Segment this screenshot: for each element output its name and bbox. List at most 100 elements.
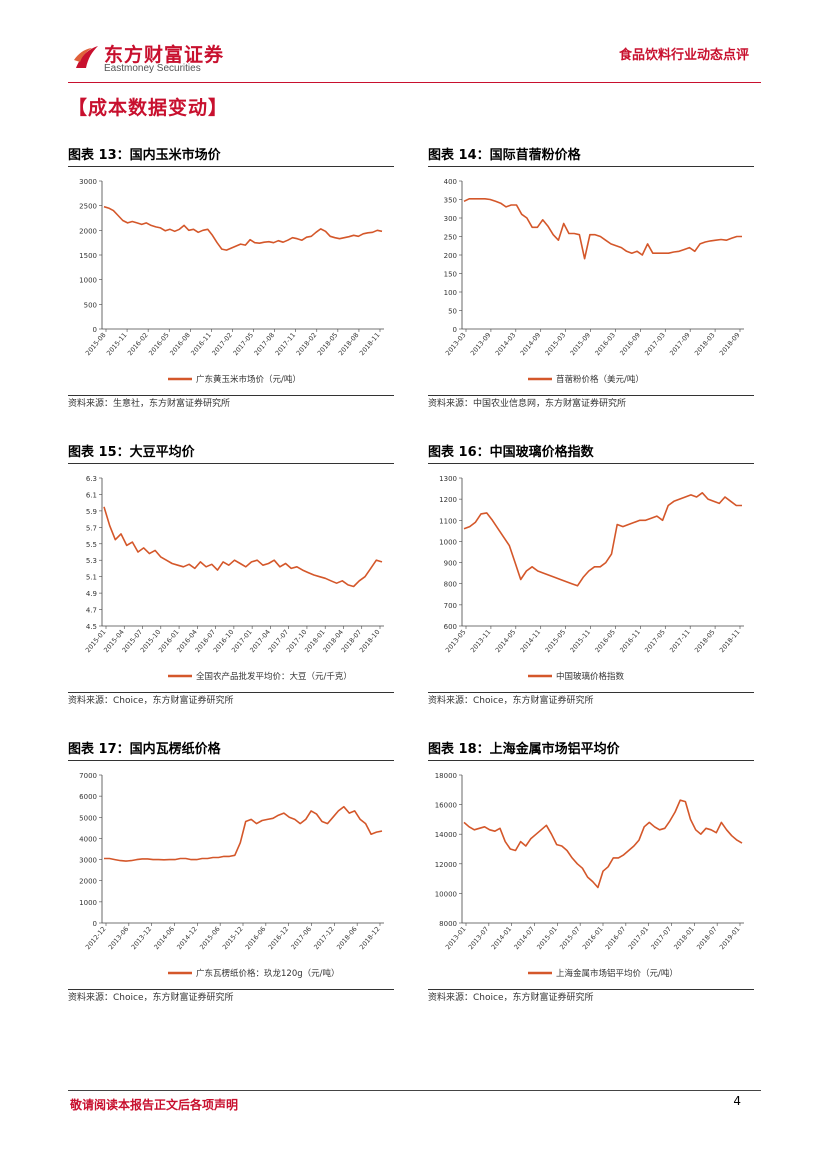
legend-label: 中国玻璃价格指数 [556,671,625,682]
x-tick-label: 2014-09 [519,331,543,357]
y-tick-label: 50 [448,308,457,316]
y-tick-label: 18000 [435,772,457,780]
x-tick-label: 2014-12 [175,925,199,951]
y-tick-label: 16000 [435,802,457,810]
x-tick-label: 2015-01 [535,925,559,951]
x-tick-label: 2015-06 [198,925,222,951]
y-tick-label: 400 [444,178,457,186]
x-tick-label: 2014-03 [494,331,518,357]
x-tick-label: 2015-08 [84,331,108,357]
figure-title: 图表 17：国内瓦楞纸价格 [68,742,221,757]
figure-title: 图表 15：大豆平均价 [68,445,195,460]
figure-rule [428,760,754,761]
figure-rule [428,166,754,167]
y-tick-label: 2000 [79,227,97,235]
x-tick-label: 2013-09 [469,331,493,357]
figure-title: 图表 14：国际苜蓿粉价格 [428,148,581,163]
series-line [463,491,742,587]
series-line [104,805,383,862]
x-tick-label: 2014-11 [519,628,543,654]
x-tick-label: 2015-05 [544,628,568,654]
y-tick-label: 0 [453,326,457,334]
x-tick-label: 2015-12 [221,925,245,951]
y-tick-label: 600 [444,623,457,631]
x-tick-label: 2016-02 [126,331,150,357]
x-tick-label: 2018-05 [316,331,340,357]
corn-price-chart: 3000250020001500100050002015-082015-1120… [79,178,384,385]
legend-label: 苜蓿粉价格（美元/吨） [556,374,644,385]
x-tick-label: 2017-05 [643,628,667,654]
x-tick-label: 2013-06 [107,925,131,951]
y-tick-label: 6000 [79,793,97,801]
series-line [463,799,743,889]
figure-title: 图表 16：中国玻璃价格指数 [428,445,594,460]
x-tick-label: 2016-05 [147,331,171,357]
y-tick-label: 300 [444,215,457,223]
x-tick-label: 2017-11 [668,628,692,654]
footer-divider [68,1090,761,1091]
header-divider [68,82,761,83]
y-tick-label: 14000 [435,831,457,839]
x-tick-label: 2013-01 [444,925,468,951]
y-tick-label: 12000 [435,861,457,869]
y-tick-label: 2500 [79,203,97,211]
x-tick-label: 2018-06 [335,925,359,951]
figure-source: 资料来源：Choice，东方财富证券研究所 [428,989,754,1006]
y-tick-label: 5.9 [86,508,97,516]
x-tick-label: 2016-03 [593,331,617,357]
x-tick-label: 2013-05 [444,628,468,654]
y-tick-label: 1300 [439,475,457,483]
y-tick-label: 150 [444,271,457,279]
y-tick-label: 2000 [79,878,97,886]
figure-13: 图表 13：国内玉米市场价 3000 2500 2000 1500 1000 500 0 20… [68,146,394,412]
figure-18: 图表 18：上海金属市场铝平均价 18000 16000 14000 12000 100… [428,740,754,1006]
y-tick-label: 3000 [79,857,97,865]
x-tick-label: 2016-06 [244,925,268,951]
x-tick-label: 2015-03 [544,331,568,357]
x-tick-label: 2015-11 [105,331,129,357]
y-tick-label: 1100 [439,517,457,525]
figure-source: 资料来源：Choice，东方财富证券研究所 [428,692,754,709]
legend-label: 广东瓦楞纸价格：玖龙120g（元/吨） [196,968,340,979]
legend-label: 广东黄玉米市场价（元/吨） [196,374,301,385]
y-tick-label: 4.7 [86,607,97,615]
x-tick-label: 2017-05 [231,331,255,357]
footer-disclaimer: 敬请阅读本报告正文后各项声明 [70,1098,239,1112]
y-tick-label: 5.3 [86,557,97,565]
x-tick-label: 2012-12 [84,925,108,951]
x-tick-label: 2013-12 [130,925,154,951]
x-tick-label: 2015-09 [568,331,592,357]
y-tick-label: 4.5 [86,623,97,631]
y-tick-label: 6.1 [86,491,97,499]
y-tick-label: 4.9 [86,590,97,598]
y-tick-label: 1000 [79,899,97,907]
x-tick-label: 2017-12 [312,925,336,951]
x-tick-label: 2017-07 [649,925,673,951]
figure-source: 资料来源：中国农业信息网，东方财富证券研究所 [428,395,754,412]
y-tick-label: 7000 [79,772,97,780]
x-tick-label: 2015-11 [568,628,592,654]
legend-label: 全国农产品批发平均价：大豆（元/千克） [196,671,352,682]
y-tick-label: 1000 [439,538,457,546]
y-tick-label: 1000 [79,277,97,285]
y-tick-label: 5.5 [86,541,97,549]
y-tick-label: 700 [444,602,457,610]
series-line [103,205,383,251]
x-tick-label: 2017-08 [253,331,277,357]
figure-source: 资料来源：生意社，东方财富证券研究所 [68,395,394,412]
y-tick-label: 100 [444,289,457,297]
y-tick-label: 0 [93,326,97,334]
x-tick-label: 2013-11 [469,628,493,654]
x-tick-label: 2017-06 [289,925,313,951]
series-line [463,197,742,260]
x-tick-label: 2017-01 [627,925,651,951]
x-tick-label: 2015-07 [558,925,582,951]
figure-rule [68,463,394,464]
x-tick-label: 2018-01 [672,925,696,951]
figure-14: 图表 14：国际苜蓿粉价格 400 350 300 250 200 150 100 50 0 20… [428,146,754,412]
y-tick-label: 5.1 [86,574,97,582]
y-tick-label: 800 [444,581,457,589]
